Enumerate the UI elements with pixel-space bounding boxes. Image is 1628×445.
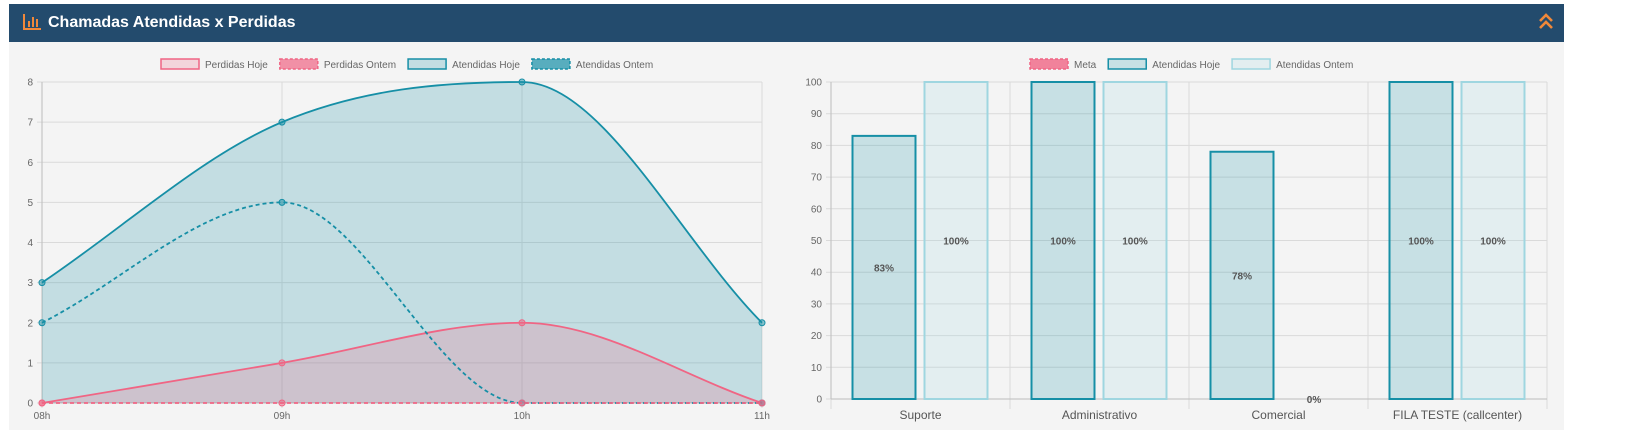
bar (923, 81, 989, 400)
panel-header: Chamadas Atendidas x Perdidas (9, 4, 1564, 42)
series-line (41, 201, 762, 404)
legend-swatch (531, 58, 571, 70)
data-point (278, 359, 286, 367)
legend-label: Perdidas Ontem (324, 60, 396, 71)
data-point (278, 118, 286, 126)
data-point (518, 319, 526, 327)
data-point (38, 279, 46, 287)
bar-value-label: 100% (1122, 237, 1148, 248)
legend-swatch (407, 58, 447, 70)
y-tick-label: 100 (805, 78, 822, 89)
bar (1388, 81, 1454, 400)
series-area (42, 322, 762, 403)
y-tick-label: 8 (27, 78, 33, 89)
y-tick-label: 1 (27, 358, 33, 369)
y-tick-label: 90 (811, 109, 823, 120)
bar-chart-icon (23, 14, 41, 30)
legend-label: Atendidas Ontem (576, 60, 653, 71)
bar (1209, 150, 1275, 400)
y-tick-label: 40 (811, 268, 823, 279)
bar-chart: 0 10 20 30 40 50 60 70 80 90 100 83% 100% Suporte 100%… (805, 58, 1548, 422)
x-tick-label: 11h (754, 411, 770, 422)
bar (851, 134, 917, 400)
y-tick-label: 0 (27, 399, 33, 410)
panel-title: Chamadas Atendidas x Perdidas (48, 14, 296, 31)
category-label: Suporte (899, 408, 941, 422)
data-point (758, 319, 766, 327)
data-point (38, 319, 46, 327)
x-tick-label: 08h (34, 411, 51, 422)
y-tick-label: 70 (811, 173, 823, 184)
data-point (278, 399, 286, 407)
bar (1030, 81, 1096, 400)
series-line (41, 321, 763, 404)
bar-value-label: 100% (1408, 237, 1434, 248)
legend-swatch (160, 58, 200, 70)
y-tick-label: 50 (811, 236, 823, 247)
y-tick-label: 4 (27, 238, 33, 249)
y-tick-label: 10 (811, 363, 823, 374)
bar-value-label: 78% (1232, 271, 1252, 282)
bar-value-label: 100% (1480, 237, 1506, 248)
y-tick-label: 20 (811, 331, 823, 342)
x-tick-label: 09h (274, 411, 291, 422)
legend-swatch (279, 58, 319, 70)
bar (1460, 81, 1526, 400)
y-tick-label: 5 (27, 198, 33, 209)
data-point (518, 399, 526, 407)
category-label: Comercial (1251, 408, 1305, 422)
series-area (42, 82, 762, 403)
bar-value-label: 83% (874, 263, 894, 274)
category-label: Administrativo (1062, 408, 1138, 422)
y-tick-label: 80 (811, 141, 823, 152)
data-point (278, 198, 286, 206)
data-point (38, 399, 46, 407)
line-chart: 0 1 2 3 4 5 6 7 8 08h 09h 10h 11h Perdidas Hoje Perdid… (27, 58, 770, 422)
x-tick-label: 10h (514, 411, 531, 422)
legend-swatch (1231, 58, 1271, 70)
bar-value-label: 100% (1050, 237, 1076, 248)
y-tick-label: 3 (27, 278, 33, 289)
y-tick-label: 30 (811, 299, 823, 310)
legend-swatch (1107, 58, 1147, 70)
legend-label: Atendidas Hoje (452, 60, 520, 71)
bar-value-label: 100% (943, 237, 969, 248)
y-tick-label: 7 (27, 118, 33, 129)
legend-label: Atendidas Hoje (1152, 60, 1220, 71)
double-chevron-up-icon[interactable] (1537, 12, 1555, 32)
y-tick-label: 6 (27, 158, 33, 169)
legend-label: Perdidas Hoje (205, 60, 268, 71)
bar-value-label: 0% (1307, 395, 1322, 406)
y-tick-label: 60 (811, 204, 823, 215)
legend-label: Meta (1074, 60, 1097, 71)
series-line (41, 81, 763, 324)
panel-body: 0 1 2 3 4 5 6 7 8 08h 09h 10h 11h Perdidas Hoje Perdid… (9, 42, 1564, 430)
data-point (518, 78, 526, 86)
y-tick-label: 2 (27, 318, 33, 329)
legend-swatch (1029, 58, 1069, 70)
bar (1102, 81, 1168, 400)
y-tick-label: 0 (816, 395, 822, 406)
category-label: FILA TESTE (callcenter) (1393, 408, 1522, 422)
legend-label: Atendidas Ontem (1276, 60, 1353, 71)
data-point (758, 399, 766, 407)
